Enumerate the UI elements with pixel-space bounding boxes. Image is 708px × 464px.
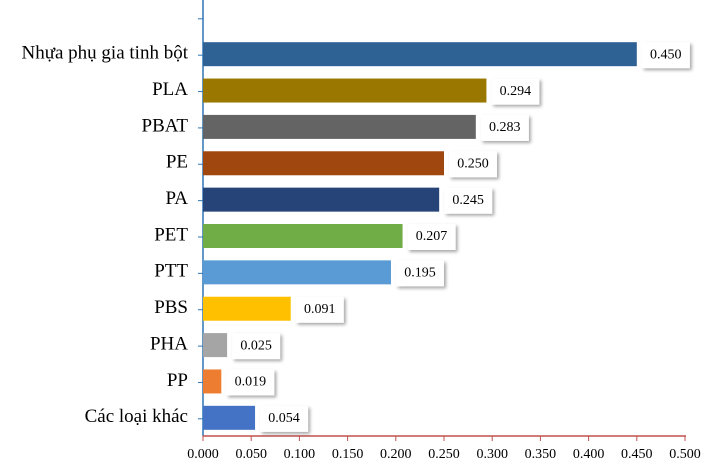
x-tick-label: 0.050 xyxy=(235,447,267,462)
category-label: PHA xyxy=(150,333,188,354)
value-label-box xyxy=(444,187,493,214)
bar xyxy=(203,114,476,139)
value-label: 0.054 xyxy=(268,411,300,426)
value-label: 0.195 xyxy=(404,266,436,281)
value-label: 0.450 xyxy=(650,47,682,62)
x-tick-label: 0.300 xyxy=(476,447,508,462)
category-label: PA xyxy=(165,188,188,209)
category-label: PBS xyxy=(154,297,188,318)
value-label-box xyxy=(641,42,690,69)
value-label-box xyxy=(395,260,444,287)
value-label-box xyxy=(295,296,344,323)
bar xyxy=(203,187,440,212)
value-label-box xyxy=(260,405,309,432)
value-label: 0.025 xyxy=(240,338,272,353)
x-tick-label: 0.200 xyxy=(380,447,412,462)
x-tick-label: 0.100 xyxy=(284,447,316,462)
bar xyxy=(203,369,222,394)
x-tick-label: 0.250 xyxy=(428,447,460,462)
category-label: PLA xyxy=(152,79,188,100)
category-label: PBAT xyxy=(142,115,189,136)
value-label: 0.245 xyxy=(452,193,484,208)
value-label: 0.283 xyxy=(489,120,521,135)
bar xyxy=(203,78,487,103)
value-label-box xyxy=(407,224,456,250)
category-label: Các loại khác xyxy=(85,406,188,427)
x-tick-label: 0.500 xyxy=(669,447,701,462)
value-label-box xyxy=(491,78,540,105)
category-label: PTT xyxy=(154,261,188,282)
bar xyxy=(203,42,637,67)
category-label: PE xyxy=(166,152,188,173)
value-label: 0.250 xyxy=(457,156,489,171)
value-label: 0.207 xyxy=(416,229,448,244)
value-label: 0.091 xyxy=(304,302,336,317)
x-tick-label: 0.350 xyxy=(525,447,557,462)
x-tick-label: 0.400 xyxy=(573,447,605,462)
bar xyxy=(203,151,444,176)
x-tick-label: 0.000 xyxy=(187,447,219,462)
value-label-box xyxy=(449,151,497,178)
bar xyxy=(203,296,291,321)
value-label-box xyxy=(226,369,275,396)
x-tick-label: 0.150 xyxy=(332,447,364,462)
category-label: Nhựa phụ gia tinh bột xyxy=(21,43,188,64)
value-label: 0.294 xyxy=(500,84,532,99)
x-tick-label: 0.450 xyxy=(621,447,653,462)
value-label-box xyxy=(480,114,529,141)
value-label: 0.019 xyxy=(235,375,267,390)
bar xyxy=(203,405,256,430)
bar xyxy=(203,224,403,248)
category-label: PET xyxy=(154,224,188,245)
value-label-box xyxy=(232,333,281,360)
bar xyxy=(203,333,228,358)
category-label: PP xyxy=(167,370,188,391)
bar xyxy=(203,260,391,285)
